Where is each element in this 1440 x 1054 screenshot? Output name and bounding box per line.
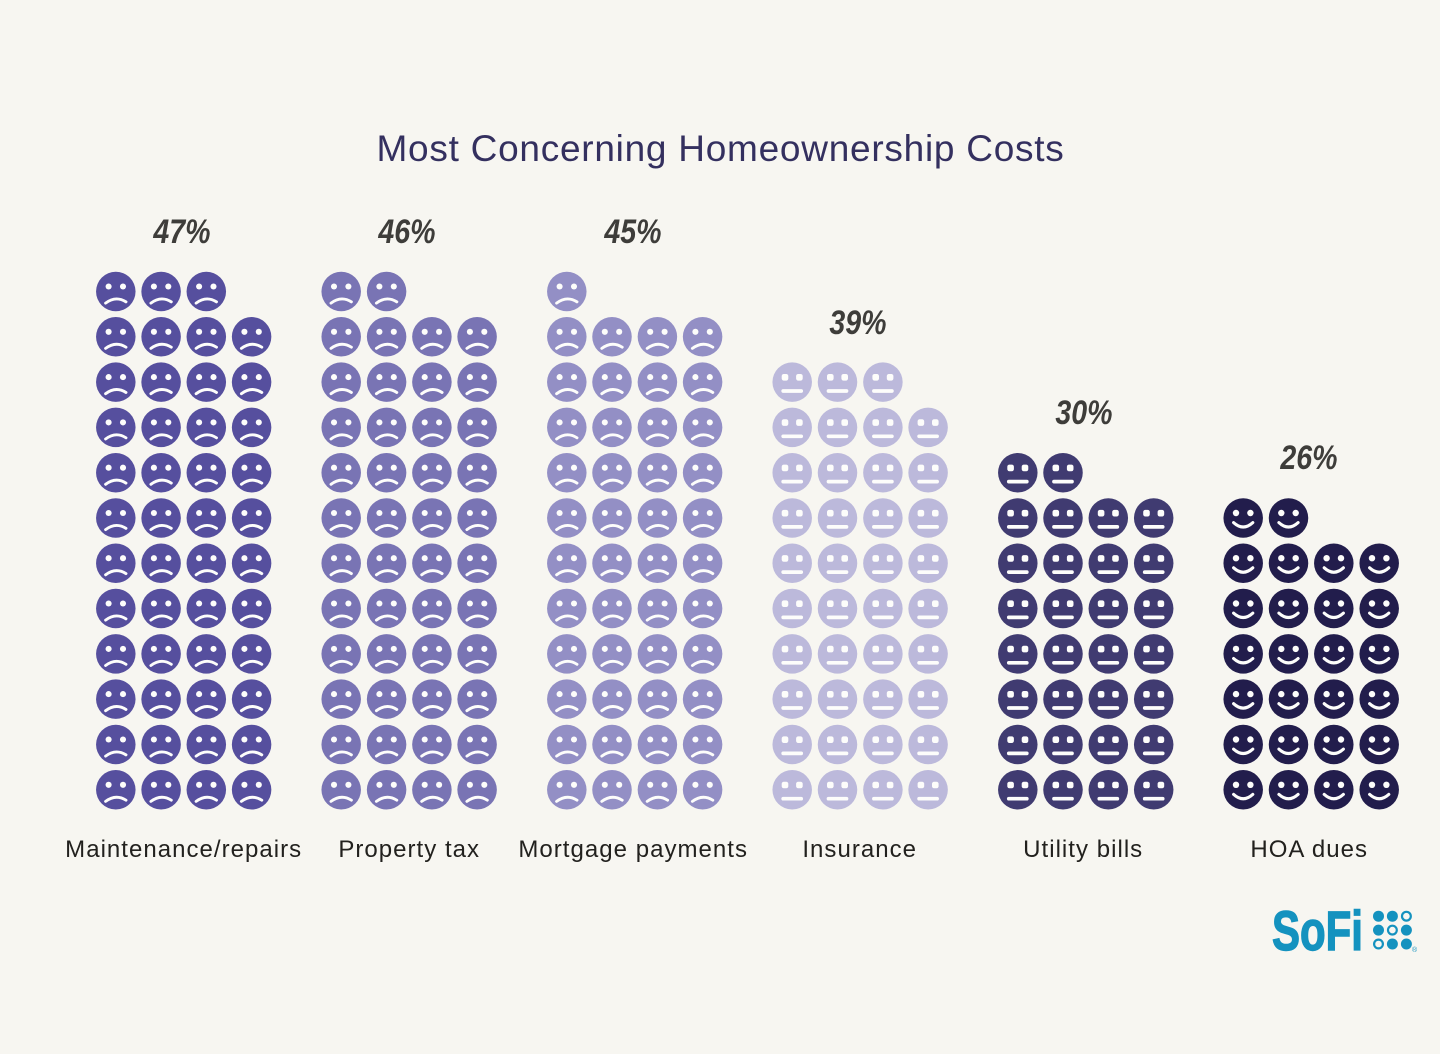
svg-text:®: ® <box>1412 946 1418 954</box>
svg-text:SoFi: SoFi <box>1272 900 1363 962</box>
